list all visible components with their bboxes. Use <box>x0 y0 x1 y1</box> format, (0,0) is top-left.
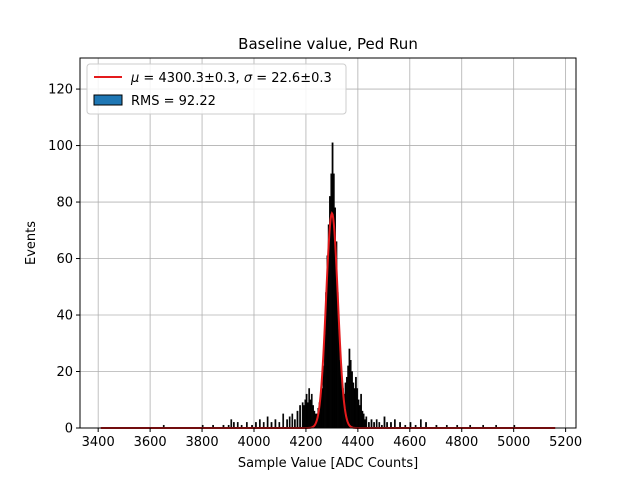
x-tick-label: 4000 <box>237 435 270 450</box>
histogram-bar <box>296 410 299 429</box>
y-tick-label: 120 <box>48 83 73 98</box>
plot-frame <box>79 57 577 429</box>
x-tick-label: 3800 <box>186 435 219 450</box>
histogram-bar <box>274 419 277 429</box>
x-tick-label: 3600 <box>134 435 167 450</box>
y-tick-label: 20 <box>56 365 73 380</box>
y-axis-label: Events <box>24 221 39 265</box>
legend-fit-sigma-err: 0.3 <box>311 71 332 86</box>
histogram-bar <box>419 419 422 429</box>
y-tick-label: 80 <box>56 196 73 211</box>
x-tick-label: 4600 <box>393 435 426 450</box>
x-axis-label: Sample Value [ADC Counts] <box>238 456 418 471</box>
y-tick-label: 100 <box>48 139 73 154</box>
histogram-bar <box>288 416 291 429</box>
histogram-bar <box>291 413 294 429</box>
legend-fit-label: μ = 4300.3±0.3, σ = 22.6±0.3 <box>130 71 332 86</box>
histogram-bar <box>375 419 378 429</box>
legend-fit-mu-err: 0.3 <box>215 71 236 86</box>
x-tick-label: 5000 <box>497 435 530 450</box>
x-tick-label: 4200 <box>289 435 322 450</box>
histogram-bar <box>282 413 285 429</box>
y-tick-label: 0 <box>65 422 73 437</box>
histogram-bar <box>294 419 296 429</box>
axis-ticks: 3400 3600 3800 4000 4200 4400 4600 4800 5000 5200… <box>48 83 582 450</box>
legend-fit-sigma: 22.6 <box>271 71 300 86</box>
histogram-bar <box>258 419 261 429</box>
histogram-bar <box>286 419 288 429</box>
x-tick-label: 5200 <box>549 435 582 450</box>
histogram-bar <box>365 416 368 429</box>
histogram-bar <box>394 419 396 429</box>
legend-hist-swatch <box>93 94 123 106</box>
legend: μ = 4300.3±0.3, σ = 22.6±0.3 RMS = 92.22 <box>86 63 347 115</box>
y-tick-label: 60 <box>56 252 73 267</box>
histogram-bar <box>299 405 301 429</box>
histogram-bar <box>230 419 233 429</box>
x-tick-label: 4400 <box>341 435 374 450</box>
y-tick-label: 40 <box>56 309 73 324</box>
histogram-bar <box>370 419 373 429</box>
histogram-bar <box>383 416 386 429</box>
histogram-bar <box>266 416 269 429</box>
legend-box <box>86 63 347 115</box>
legend-fit-mu: 4300.3 <box>158 71 204 86</box>
legend-hist-label: RMS = 92.22 <box>131 94 216 109</box>
x-tick-label: 4800 <box>445 435 478 450</box>
chart-title: Baseline value, Ped Run <box>238 35 418 53</box>
x-tick-label: 3400 <box>82 435 115 450</box>
